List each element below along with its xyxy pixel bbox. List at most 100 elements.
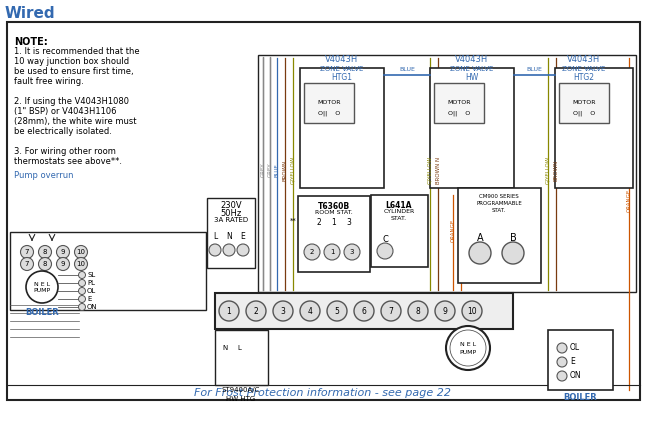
Circle shape — [469, 242, 491, 264]
Text: L: L — [237, 345, 241, 351]
Text: GREY: GREY — [261, 163, 265, 177]
Text: 10: 10 — [76, 249, 85, 255]
Bar — [555, 68, 633, 188]
Circle shape — [223, 244, 235, 256]
Text: ORANGE: ORANGE — [626, 188, 631, 211]
Text: ON: ON — [570, 371, 582, 381]
Text: BOILER: BOILER — [563, 393, 597, 403]
Circle shape — [300, 301, 320, 321]
Text: (1" BSP) or V4043H1106: (1" BSP) or V4043H1106 — [14, 107, 116, 116]
Text: PUMP: PUMP — [459, 349, 477, 354]
Text: N: N — [226, 232, 232, 241]
Bar — [258, 55, 636, 292]
Text: 5: 5 — [334, 306, 340, 316]
Circle shape — [344, 244, 360, 260]
Text: 3A RATED: 3A RATED — [214, 217, 248, 223]
Bar — [7, 22, 640, 400]
Text: ON: ON — [87, 304, 98, 310]
Text: SL: SL — [87, 272, 95, 278]
Text: 10 way junction box should: 10 way junction box should — [14, 57, 129, 66]
Text: N: N — [223, 345, 228, 351]
Text: BROWN: BROWN — [283, 160, 287, 181]
Text: BROWN N: BROWN N — [435, 157, 441, 184]
Bar — [434, 83, 484, 123]
Text: 8: 8 — [43, 261, 47, 267]
Text: 1: 1 — [330, 249, 334, 255]
Text: ST9400A/C: ST9400A/C — [222, 387, 260, 393]
Text: 1: 1 — [226, 306, 232, 316]
Text: 50Hz: 50Hz — [221, 209, 241, 218]
Circle shape — [74, 257, 87, 271]
Circle shape — [435, 301, 455, 321]
Circle shape — [56, 246, 69, 259]
Text: Wired: Wired — [5, 6, 56, 22]
Text: E: E — [87, 296, 91, 302]
Text: BROWN: BROWN — [553, 160, 558, 181]
Text: For Frost Protection information - see page 22: For Frost Protection information - see p… — [195, 388, 452, 398]
Text: L: L — [213, 232, 217, 241]
Circle shape — [446, 326, 490, 370]
Text: 7: 7 — [389, 306, 393, 316]
Text: Pump overrun: Pump overrun — [14, 171, 74, 180]
Circle shape — [26, 271, 58, 303]
Text: N E L: N E L — [460, 341, 476, 346]
Text: HW: HW — [465, 73, 479, 81]
Text: E: E — [570, 357, 575, 366]
Text: BLUE: BLUE — [526, 67, 542, 72]
Text: V4043H: V4043H — [325, 56, 358, 65]
Bar — [10, 232, 206, 310]
Circle shape — [39, 257, 52, 271]
Circle shape — [237, 244, 249, 256]
Text: **: ** — [291, 218, 297, 224]
Bar — [304, 83, 354, 123]
Text: STAT.: STAT. — [492, 208, 506, 213]
Circle shape — [502, 242, 524, 264]
Text: 10: 10 — [467, 306, 477, 316]
Text: thermostats see above**.: thermostats see above**. — [14, 157, 122, 166]
Text: O||    O: O|| O — [318, 110, 340, 116]
Text: E: E — [241, 232, 245, 241]
Text: PUMP: PUMP — [34, 289, 50, 293]
Text: ZONE VALVE: ZONE VALVE — [562, 66, 606, 72]
Circle shape — [78, 295, 85, 303]
Bar — [371, 195, 428, 267]
Text: ZONE VALVE: ZONE VALVE — [320, 66, 364, 72]
Text: PROGRAMMABLE: PROGRAMMABLE — [476, 201, 522, 206]
Text: 8: 8 — [415, 306, 421, 316]
Text: MOTOR: MOTOR — [447, 100, 471, 106]
Text: HW HTG: HW HTG — [226, 396, 256, 402]
Text: CM900 SERIES: CM900 SERIES — [479, 194, 519, 199]
Text: V4043H: V4043H — [455, 56, 488, 65]
Text: O||    O: O|| O — [448, 110, 470, 116]
Text: BLUE: BLUE — [274, 163, 280, 177]
Text: 6: 6 — [362, 306, 366, 316]
Text: 1: 1 — [332, 218, 336, 227]
Text: 9: 9 — [443, 306, 448, 316]
Circle shape — [381, 301, 401, 321]
Circle shape — [246, 301, 266, 321]
Text: 3: 3 — [347, 218, 351, 227]
Circle shape — [557, 357, 567, 367]
Text: 2: 2 — [254, 306, 258, 316]
Circle shape — [39, 246, 52, 259]
Circle shape — [74, 246, 87, 259]
Text: NOTE:: NOTE: — [14, 37, 48, 47]
Circle shape — [450, 330, 486, 366]
Text: HTG2: HTG2 — [573, 73, 595, 81]
Text: 4: 4 — [307, 306, 313, 316]
Text: fault free wiring.: fault free wiring. — [14, 77, 83, 86]
Text: 9: 9 — [61, 249, 65, 255]
Bar — [215, 293, 513, 329]
Circle shape — [219, 301, 239, 321]
Circle shape — [78, 279, 85, 287]
Text: BLUE: BLUE — [399, 67, 415, 72]
Text: (28mm), the white wire must: (28mm), the white wire must — [14, 117, 137, 126]
Text: N E L: N E L — [34, 281, 50, 287]
Bar — [548, 330, 613, 390]
Text: be electrically isolated.: be electrically isolated. — [14, 127, 112, 136]
Circle shape — [462, 301, 482, 321]
Text: 3: 3 — [281, 306, 285, 316]
Text: HTG1: HTG1 — [331, 73, 353, 81]
Circle shape — [354, 301, 374, 321]
Circle shape — [557, 371, 567, 381]
